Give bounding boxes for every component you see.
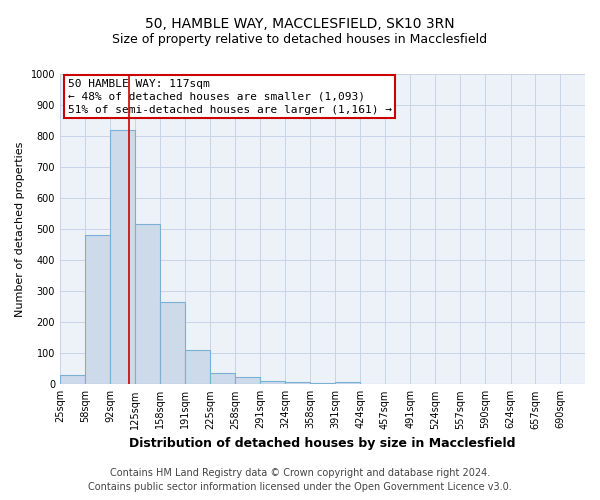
Bar bbox=[310, 383, 335, 384]
Text: 50 HAMBLE WAY: 117sqm
← 48% of detached houses are smaller (1,093)
51% of semi-d: 50 HAMBLE WAY: 117sqm ← 48% of detached … bbox=[68, 78, 392, 115]
Bar bbox=[110, 130, 135, 384]
Bar bbox=[235, 378, 260, 384]
Y-axis label: Number of detached properties: Number of detached properties bbox=[15, 142, 25, 317]
Bar bbox=[285, 382, 310, 384]
Bar bbox=[135, 224, 160, 384]
Bar bbox=[211, 372, 235, 384]
Text: Contains HM Land Registry data © Crown copyright and database right 2024.
Contai: Contains HM Land Registry data © Crown c… bbox=[88, 468, 512, 492]
Bar bbox=[60, 375, 85, 384]
Bar bbox=[335, 382, 360, 384]
Bar bbox=[260, 380, 285, 384]
X-axis label: Distribution of detached houses by size in Macclesfield: Distribution of detached houses by size … bbox=[129, 437, 516, 450]
Bar bbox=[160, 302, 185, 384]
Bar bbox=[185, 350, 209, 384]
Bar bbox=[85, 236, 110, 384]
Text: Size of property relative to detached houses in Macclesfield: Size of property relative to detached ho… bbox=[112, 32, 488, 46]
Text: 50, HAMBLE WAY, MACCLESFIELD, SK10 3RN: 50, HAMBLE WAY, MACCLESFIELD, SK10 3RN bbox=[145, 18, 455, 32]
